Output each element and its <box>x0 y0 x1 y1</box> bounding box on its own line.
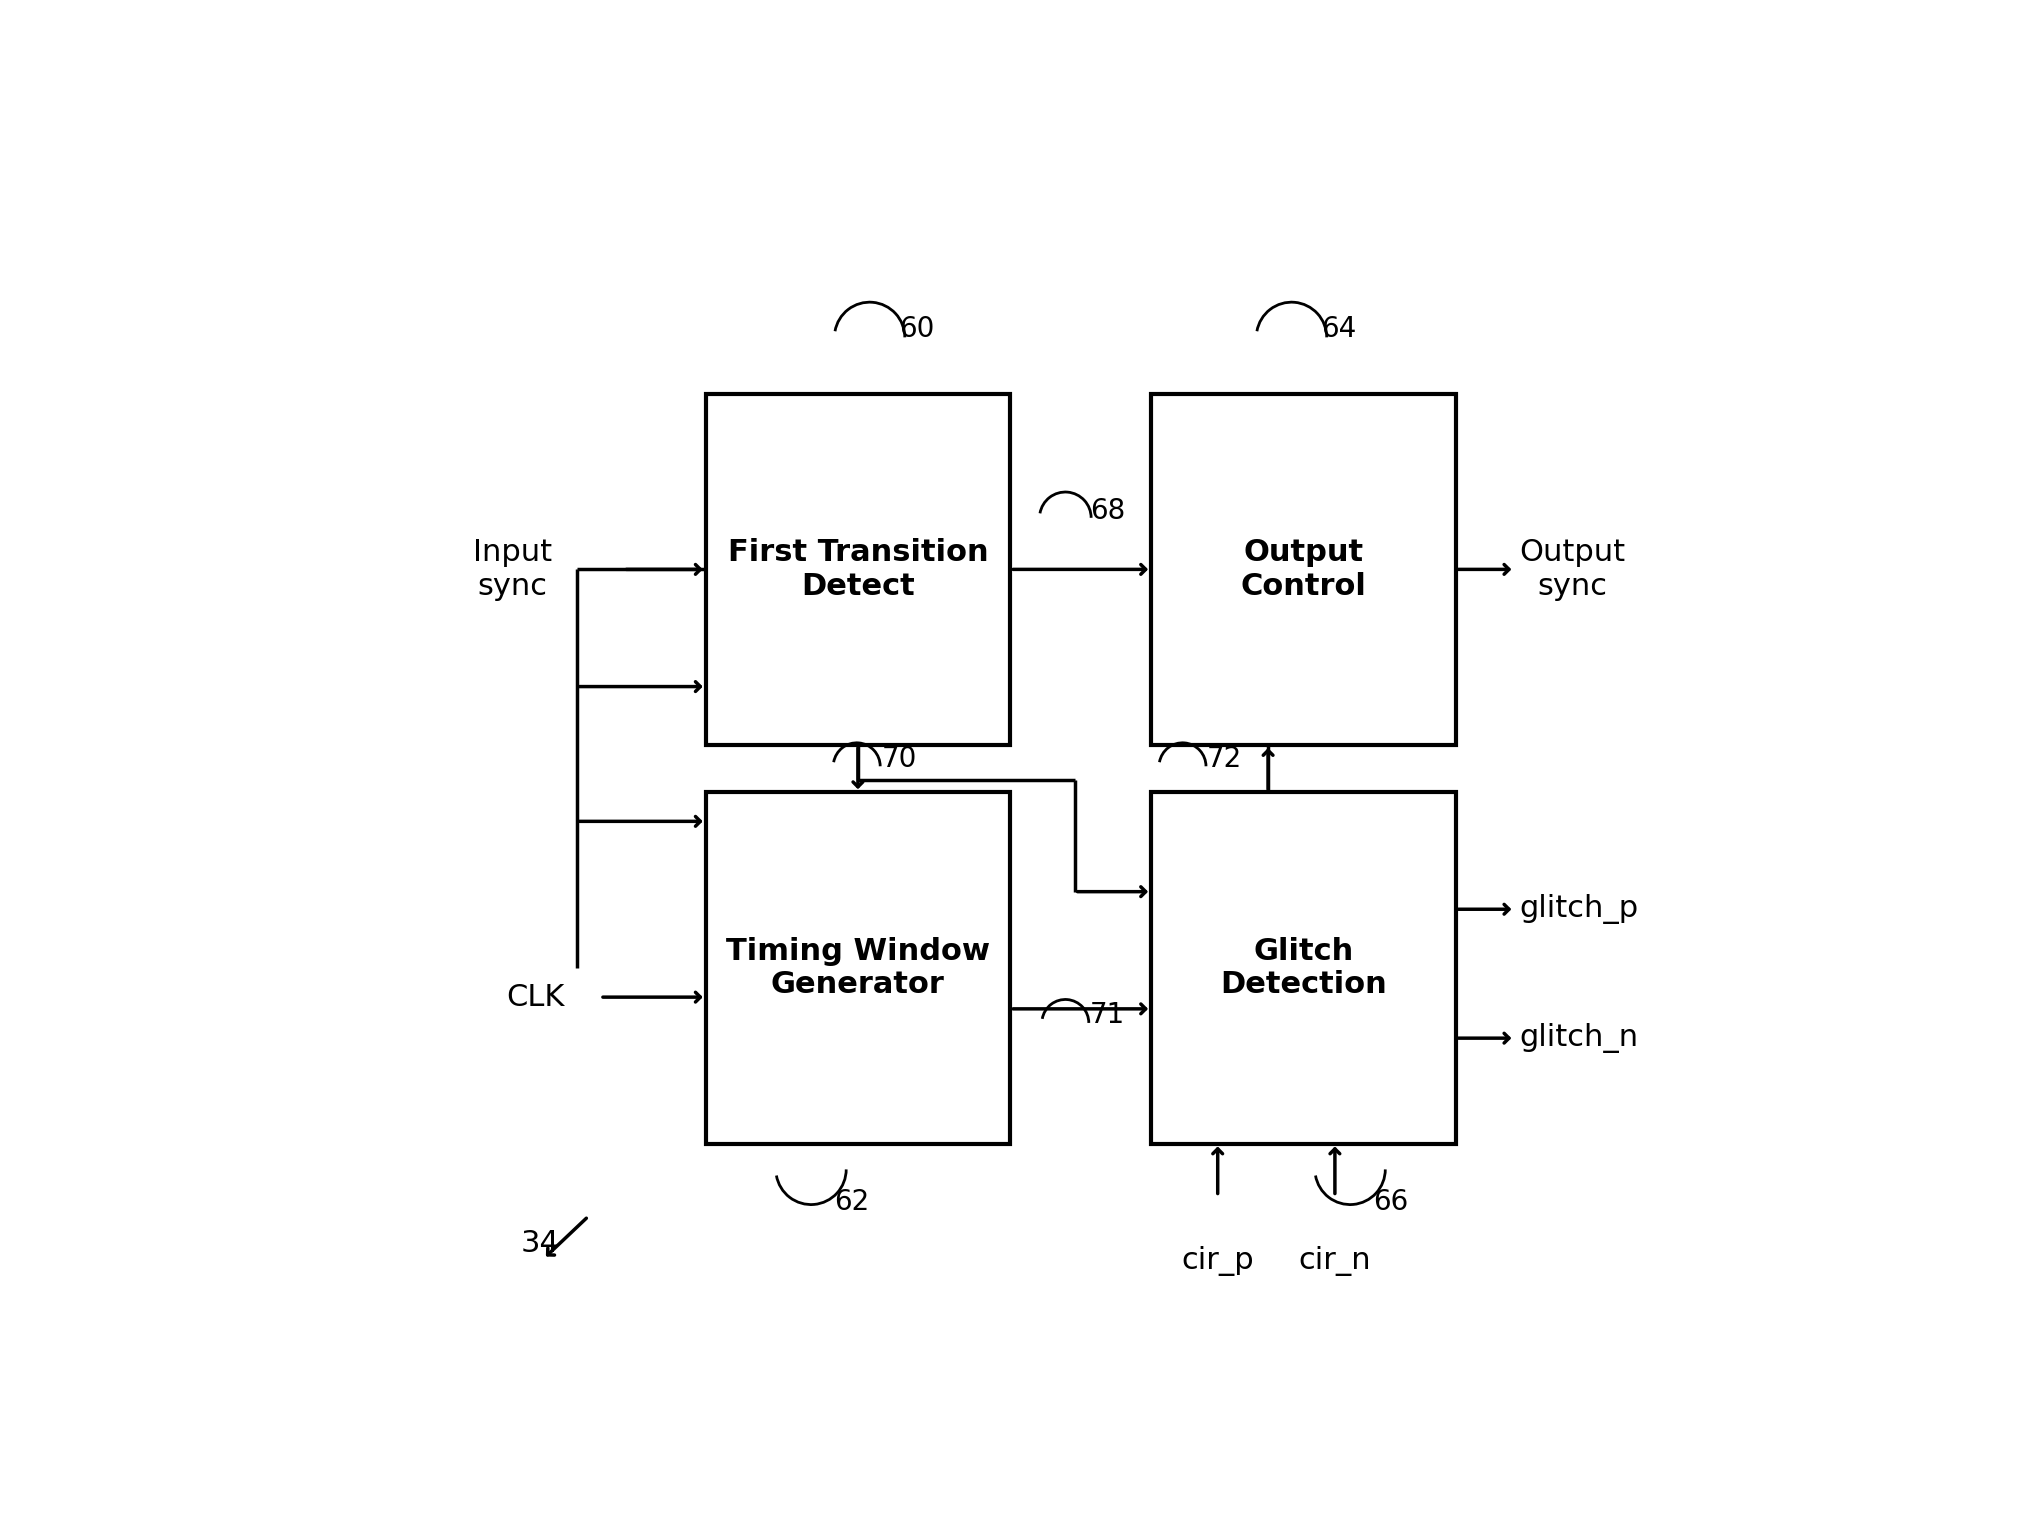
Text: glitch_p: glitch_p <box>1519 895 1638 924</box>
Text: Glitch
Detection: Glitch Detection <box>1220 936 1386 998</box>
Text: Timing Window
Generator: Timing Window Generator <box>726 936 990 998</box>
Text: Output
sync: Output sync <box>1519 539 1626 601</box>
Text: First Transition
Detect: First Transition Detect <box>728 539 988 601</box>
Bar <box>706 394 1011 746</box>
Text: 64: 64 <box>1321 315 1355 342</box>
Text: 62: 62 <box>835 1189 869 1216</box>
Text: 71: 71 <box>1089 1001 1125 1029</box>
Text: Output
Control: Output Control <box>1240 539 1366 601</box>
Text: 70: 70 <box>881 746 918 773</box>
Bar <box>1152 394 1456 746</box>
Text: 66: 66 <box>1374 1189 1408 1216</box>
Text: glitch_n: glitch_n <box>1519 1023 1638 1053</box>
Text: Input
sync: Input sync <box>472 539 553 601</box>
Bar <box>1152 791 1456 1143</box>
Text: 34: 34 <box>520 1228 559 1257</box>
Text: 72: 72 <box>1206 746 1242 773</box>
Bar <box>706 791 1011 1143</box>
Text: 60: 60 <box>900 315 934 342</box>
Text: cir_p: cir_p <box>1182 1247 1255 1275</box>
Text: CLK: CLK <box>506 983 565 1012</box>
Text: 68: 68 <box>1089 496 1125 525</box>
Text: cir_n: cir_n <box>1299 1247 1372 1275</box>
